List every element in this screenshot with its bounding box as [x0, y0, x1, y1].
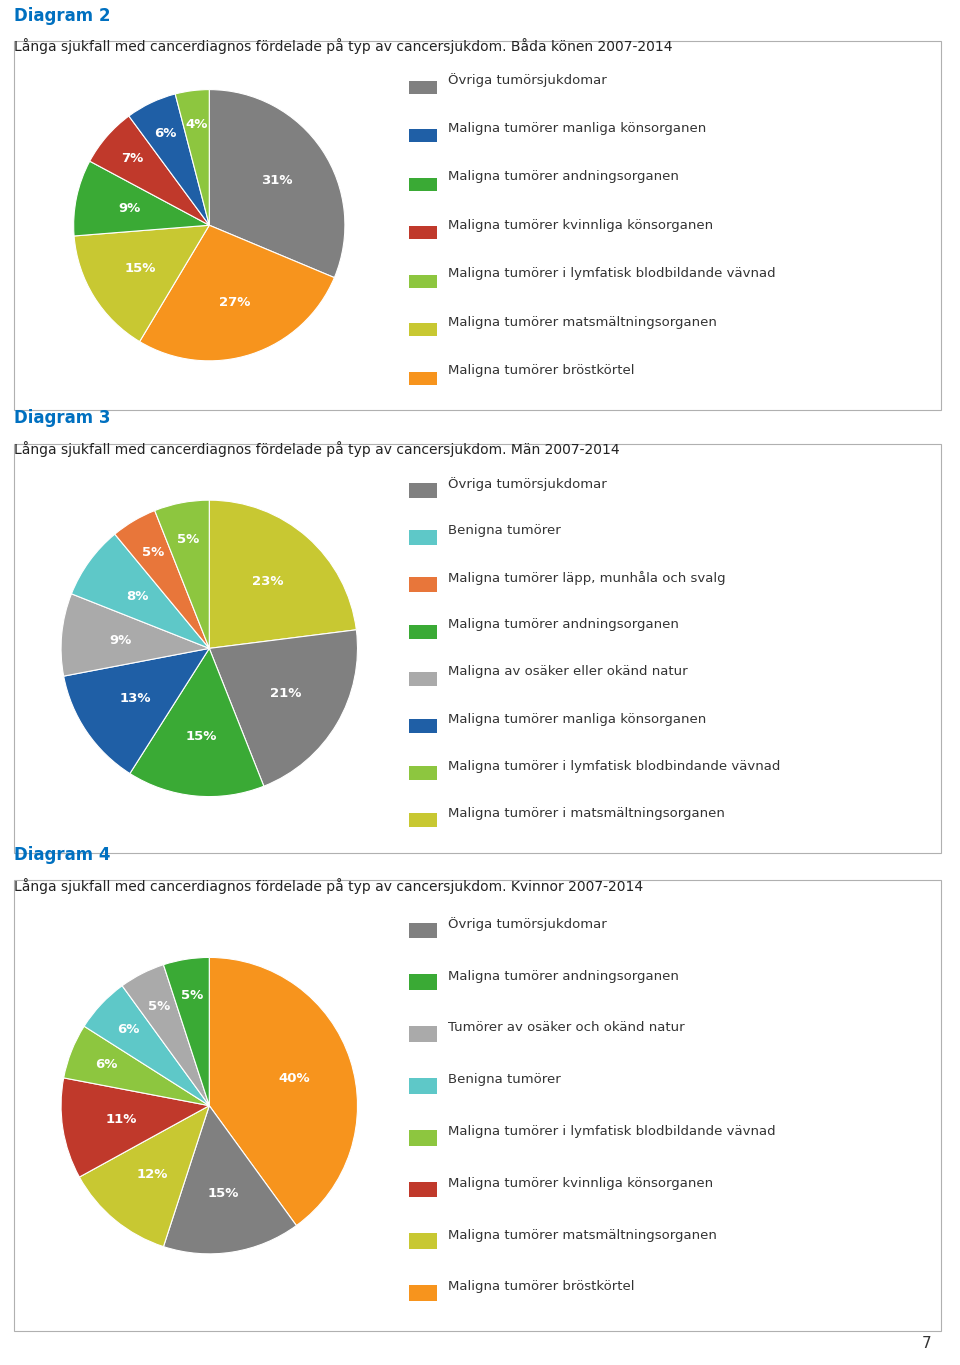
Text: 5%: 5% [180, 990, 203, 1002]
Bar [409, 766, 437, 781]
Bar [409, 1286, 437, 1301]
Text: 7%: 7% [121, 152, 144, 165]
Text: Maligna tumörer manliga könsorganen: Maligna tumörer manliga könsorganen [447, 713, 706, 726]
Wedge shape [84, 986, 209, 1106]
Bar [409, 371, 437, 385]
Bar [409, 1078, 437, 1093]
Text: 15%: 15% [185, 730, 217, 744]
Bar [409, 923, 437, 938]
Wedge shape [163, 957, 209, 1106]
Wedge shape [209, 90, 345, 277]
Text: Diagram 3: Diagram 3 [14, 410, 111, 427]
Wedge shape [80, 1106, 209, 1246]
Text: Långa sjukfall med cancerdiagnos fördelade på typ av cancersjukdom. Kvinnor 2007: Långa sjukfall med cancerdiagnos fördela… [14, 878, 643, 894]
Text: 4%: 4% [185, 117, 207, 131]
Wedge shape [74, 225, 209, 341]
Text: Maligna tumörer matsmältningsorganen: Maligna tumörer matsmältningsorganen [447, 1228, 716, 1242]
Wedge shape [139, 225, 334, 360]
Text: 23%: 23% [252, 575, 284, 588]
Bar [409, 1234, 437, 1249]
Text: Maligna tumörer matsmältningsorganen: Maligna tumörer matsmältningsorganen [447, 315, 716, 329]
Text: Långa sjukfall med cancerdiagnos fördelade på typ av cancersjukdom. Män 2007-201: Långa sjukfall med cancerdiagnos fördela… [14, 441, 620, 457]
Text: Övriga tumörsjukdomar: Övriga tumörsjukdomar [447, 476, 607, 490]
Wedge shape [176, 90, 209, 225]
Text: Diagram 2: Diagram 2 [14, 7, 111, 25]
Text: 5%: 5% [178, 532, 200, 546]
Text: 9%: 9% [109, 633, 132, 647]
Bar [409, 274, 437, 288]
Text: 7: 7 [922, 1336, 931, 1351]
Text: 40%: 40% [278, 1072, 310, 1085]
Wedge shape [122, 965, 209, 1106]
Text: Övriga tumörsjukdomar: Övriga tumörsjukdomar [447, 72, 607, 87]
Text: Maligna tumörer andningsorganen: Maligna tumörer andningsorganen [447, 969, 679, 983]
Text: 31%: 31% [261, 173, 293, 187]
Text: Övriga tumörsjukdomar: Övriga tumörsjukdomar [447, 917, 607, 931]
Text: 15%: 15% [207, 1188, 239, 1200]
Wedge shape [63, 1026, 209, 1106]
Text: Maligna tumörer bröstkörtel: Maligna tumörer bröstkörtel [447, 1280, 635, 1294]
Text: 13%: 13% [120, 692, 152, 704]
Text: 12%: 12% [137, 1167, 168, 1181]
Text: Maligna tumörer andningsorganen: Maligna tumörer andningsorganen [447, 171, 679, 183]
Text: Maligna tumörer i lymfatisk blodbindande vävnad: Maligna tumörer i lymfatisk blodbindande… [447, 759, 780, 773]
Bar [409, 531, 437, 545]
Wedge shape [61, 594, 209, 676]
Bar [409, 1130, 437, 1145]
Wedge shape [155, 500, 209, 648]
Text: Maligna tumörer bröstkörtel: Maligna tumörer bröstkörtel [447, 364, 635, 377]
Bar [409, 975, 437, 990]
Bar [409, 324, 437, 336]
Text: Maligna tumörer i lymfatisk blodbildande vävnad: Maligna tumörer i lymfatisk blodbildande… [447, 268, 776, 280]
Text: 9%: 9% [118, 202, 141, 216]
Text: 6%: 6% [155, 127, 177, 139]
Bar [409, 227, 437, 239]
Text: 27%: 27% [219, 296, 251, 308]
Text: 15%: 15% [125, 262, 156, 274]
Text: 5%: 5% [141, 546, 164, 560]
Wedge shape [130, 648, 264, 797]
Bar [409, 1182, 437, 1197]
Bar [409, 130, 437, 142]
Wedge shape [61, 1078, 209, 1177]
Wedge shape [209, 957, 357, 1226]
Text: Diagram 4: Diagram 4 [14, 846, 111, 864]
Text: Benigna tumörer: Benigna tumörer [447, 1073, 561, 1087]
Wedge shape [163, 1106, 297, 1254]
Text: Maligna av osäker eller okänd natur: Maligna av osäker eller okänd natur [447, 665, 687, 678]
Bar [409, 814, 437, 827]
Text: 11%: 11% [106, 1112, 137, 1126]
Wedge shape [129, 94, 209, 225]
Wedge shape [74, 161, 209, 236]
Wedge shape [209, 629, 357, 786]
Bar [409, 1026, 437, 1041]
Text: Maligna tumörer läpp, munhåla och svalg: Maligna tumörer läpp, munhåla och svalg [447, 571, 725, 584]
Text: Maligna tumörer i lymfatisk blodbildande vävnad: Maligna tumörer i lymfatisk blodbildande… [447, 1125, 776, 1138]
Bar [409, 672, 437, 687]
Bar [409, 177, 437, 191]
Wedge shape [63, 648, 209, 774]
Bar [409, 719, 437, 733]
Wedge shape [209, 500, 356, 648]
Text: 21%: 21% [270, 687, 301, 700]
Text: Maligna tumörer manliga könsorganen: Maligna tumörer manliga könsorganen [447, 121, 706, 135]
Text: 8%: 8% [126, 590, 149, 602]
Text: 5%: 5% [148, 1001, 170, 1013]
Text: Maligna tumörer kvinnliga könsorganen: Maligna tumörer kvinnliga könsorganen [447, 1177, 712, 1190]
Bar [409, 483, 437, 498]
Text: Benigna tumörer: Benigna tumörer [447, 524, 561, 538]
Wedge shape [71, 534, 209, 648]
Text: Tumörer av osäker och okänd natur: Tumörer av osäker och okänd natur [447, 1021, 684, 1035]
Text: 6%: 6% [95, 1058, 117, 1072]
Text: Maligna tumörer andningsorganen: Maligna tumörer andningsorganen [447, 618, 679, 632]
Bar [409, 625, 437, 639]
Text: Maligna tumörer kvinnliga könsorganen: Maligna tumörer kvinnliga könsorganen [447, 218, 712, 232]
Wedge shape [89, 116, 209, 225]
Bar [409, 577, 437, 592]
Wedge shape [115, 511, 209, 648]
Text: Långa sjukfall med cancerdiagnos fördelade på typ av cancersjukdom. Båda könen 2: Långa sjukfall med cancerdiagnos fördela… [14, 38, 673, 55]
Bar [409, 81, 437, 94]
Text: Maligna tumörer i matsmältningsorganen: Maligna tumörer i matsmältningsorganen [447, 807, 725, 820]
Text: 6%: 6% [117, 1022, 139, 1036]
